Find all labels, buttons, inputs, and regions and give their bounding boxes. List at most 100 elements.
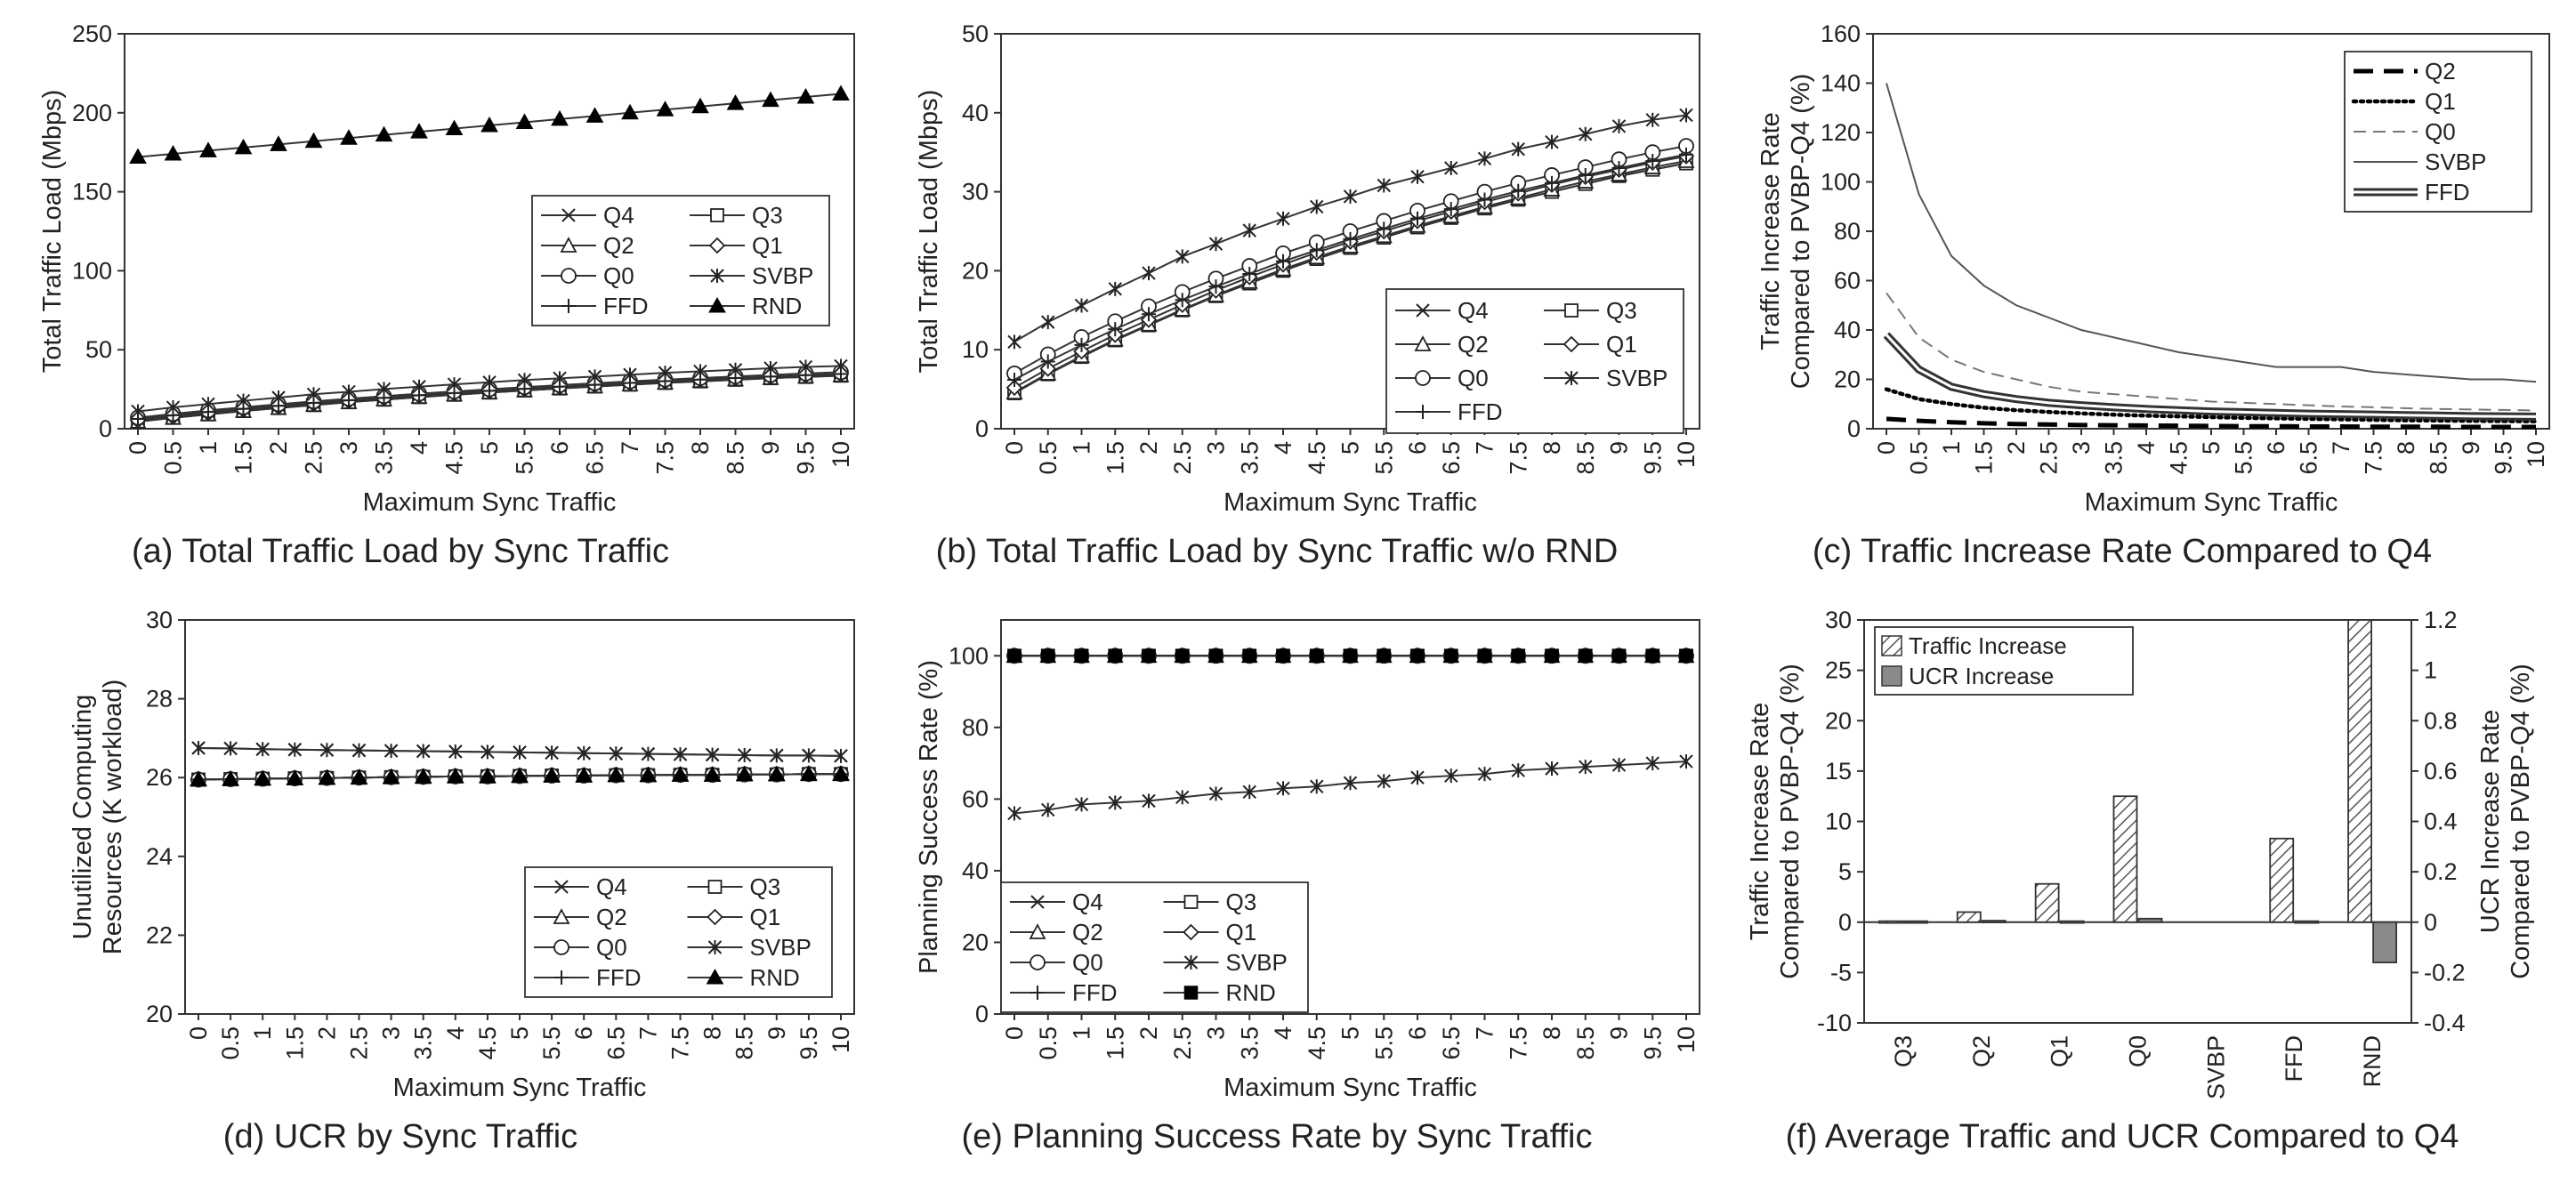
legend-label: SVBP	[752, 262, 813, 289]
data-point	[375, 125, 393, 142]
y-axis-title: Total Traffic Load (Mbps)	[915, 90, 943, 374]
data-point	[1343, 776, 1358, 791]
legend-label: Q4	[603, 202, 634, 229]
data-point	[1410, 648, 1425, 664]
y-tick-label: 30	[146, 607, 173, 633]
data-point	[703, 766, 722, 782]
data-point	[607, 766, 626, 783]
data-point	[609, 746, 624, 761]
x-tick-label: 9.5	[793, 441, 820, 475]
x-tick-label: 5	[1337, 1026, 1364, 1040]
data-point	[673, 747, 688, 762]
x-tick-label: 7	[634, 1026, 661, 1040]
panel-a-chart: 0 50 100 150 200 250 0 0.5 1 1.5 2 2.5 3 3.5 4 4.5 5 5.5 6…	[38, 20, 855, 517]
x-tick-label: 6.5	[2296, 441, 2322, 475]
x-tick-label: 8	[1538, 441, 1565, 455]
x-tick-label: 9	[757, 441, 784, 455]
legend-box	[524, 866, 833, 998]
legend-label: Q1	[752, 232, 783, 259]
legend-marker	[710, 269, 724, 283]
data-point	[511, 767, 529, 783]
data-point	[1611, 758, 1627, 773]
data-point	[834, 366, 848, 382]
x-tick-label: 7.5	[2361, 441, 2387, 475]
data-point	[1410, 211, 1425, 226]
x-tick-label: 7.5	[1505, 1026, 1531, 1060]
data-point	[726, 94, 745, 110]
data-point	[1175, 648, 1190, 664]
y-tick-label: 100	[1821, 169, 1861, 196]
data-point	[800, 765, 818, 781]
caption-a: (a) Total Traffic Load by Sync Traffic	[132, 533, 669, 570]
x-tick-label: 6.5	[582, 441, 609, 475]
legend-swatch	[1881, 665, 1902, 687]
data-point	[1343, 231, 1358, 246]
data-point	[236, 401, 251, 416]
x-tick-label: 3.5	[371, 441, 398, 475]
bar-ucr	[2372, 921, 2397, 963]
bar-traffic	[2269, 837, 2295, 923]
y-axis-title: Total Traffic Load (Mbps)	[38, 90, 67, 374]
x-tick-label: 2	[265, 441, 292, 455]
data-point	[1208, 279, 1223, 294]
data-point	[1645, 648, 1659, 664]
data-point	[762, 91, 779, 108]
data-point	[1175, 790, 1190, 805]
x-tick-label: 0.5	[160, 441, 187, 475]
y2-tick-label: 1.2	[2424, 607, 2458, 633]
bar-ucr	[1903, 920, 1928, 924]
data-point	[222, 769, 239, 786]
data-point	[1645, 153, 1660, 168]
data-point	[446, 767, 464, 784]
legend-label: Q3	[750, 873, 781, 900]
data-point	[1679, 648, 1693, 664]
data-point	[1208, 648, 1223, 664]
x-tick-label: 6	[546, 441, 573, 455]
x-tick-label: 8	[2393, 441, 2419, 455]
data-point	[577, 745, 591, 760]
data-point	[376, 390, 392, 406]
legend-marker	[1563, 335, 1580, 353]
legend-marker	[1183, 955, 1199, 970]
data-point	[1477, 151, 1492, 166]
data-point	[834, 748, 848, 763]
data-point	[1242, 223, 1256, 238]
y-tick-label: 22	[146, 921, 173, 948]
y-tick-label: 20	[962, 929, 989, 955]
series-line	[1886, 416, 2536, 430]
x-tick-label: 9	[2458, 441, 2484, 455]
legend-box	[531, 195, 830, 326]
caption-c: (c) Traffic Increase Rate Compared to Q4	[1813, 533, 2432, 570]
bar-traffic	[2347, 619, 2372, 923]
data-point	[1041, 648, 1055, 664]
data-point	[671, 766, 690, 782]
data-point	[131, 411, 145, 426]
y-tick-label: 20	[1834, 366, 1861, 393]
legend-label: Q1	[2425, 88, 2456, 115]
x-tick-label: 3	[378, 1026, 405, 1040]
series-svbp	[1886, 83, 2537, 383]
data-point	[1309, 243, 1324, 258]
legend: Q4 Q3 Q2 Q1 Q0 SVBP FFD RND	[1000, 881, 1309, 1013]
data-point	[1175, 249, 1190, 264]
data-point	[543, 766, 561, 783]
bar-traffic	[1878, 920, 1903, 924]
x-tick-label: 4.5	[1304, 441, 1330, 475]
legend-marker	[553, 939, 569, 955]
data-point	[1377, 178, 1391, 193]
y-tick-label: 30	[1825, 607, 1852, 633]
data-point	[1310, 199, 1324, 214]
x-tick-label: 5	[476, 441, 503, 455]
data-point	[1310, 648, 1324, 664]
y-tick-label: 50	[85, 336, 112, 363]
data-point	[1578, 167, 1593, 182]
data-point	[553, 379, 567, 394]
legend-marker	[707, 880, 723, 894]
data-point	[319, 743, 335, 758]
y2-tick-label: 0.6	[2424, 758, 2458, 785]
data-point	[412, 388, 426, 403]
x-tick-label: 6	[570, 1026, 597, 1040]
data-point	[416, 744, 431, 759]
x-tick-label: 5.5	[512, 441, 538, 475]
